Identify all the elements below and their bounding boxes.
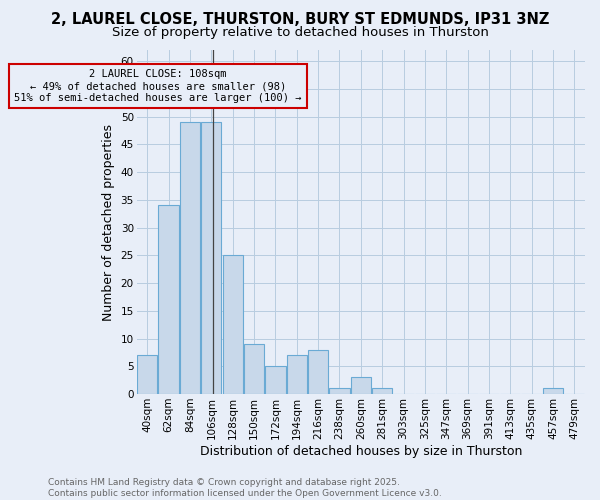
Bar bbox=[201, 122, 221, 394]
Text: Contains HM Land Registry data © Crown copyright and database right 2025.
Contai: Contains HM Land Registry data © Crown c… bbox=[48, 478, 442, 498]
Bar bbox=[287, 355, 307, 394]
Bar bbox=[265, 366, 286, 394]
Bar bbox=[137, 355, 157, 394]
Bar bbox=[350, 378, 371, 394]
Bar bbox=[180, 122, 200, 394]
Bar bbox=[223, 256, 243, 394]
Bar bbox=[543, 388, 563, 394]
X-axis label: Distribution of detached houses by size in Thurston: Distribution of detached houses by size … bbox=[200, 444, 522, 458]
Text: 2, LAUREL CLOSE, THURSTON, BURY ST EDMUNDS, IP31 3NZ: 2, LAUREL CLOSE, THURSTON, BURY ST EDMUN… bbox=[51, 12, 549, 28]
Bar bbox=[372, 388, 392, 394]
Bar bbox=[158, 206, 179, 394]
Bar bbox=[244, 344, 264, 394]
Y-axis label: Number of detached properties: Number of detached properties bbox=[102, 124, 115, 320]
Text: Size of property relative to detached houses in Thurston: Size of property relative to detached ho… bbox=[112, 26, 488, 39]
Text: 2 LAUREL CLOSE: 108sqm
← 49% of detached houses are smaller (98)
51% of semi-det: 2 LAUREL CLOSE: 108sqm ← 49% of detached… bbox=[14, 70, 302, 102]
Bar bbox=[329, 388, 350, 394]
Bar bbox=[308, 350, 328, 394]
